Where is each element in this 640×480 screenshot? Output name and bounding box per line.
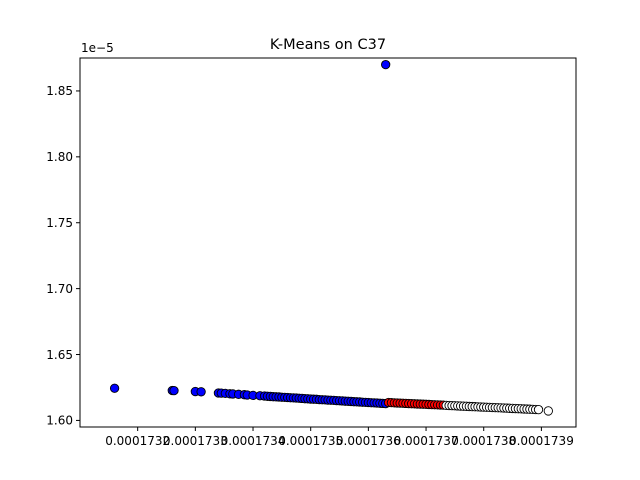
data-point xyxy=(381,59,391,70)
y-axis-ticks: 1.60 1.65 1.70 1.75 1.80 1.85 xyxy=(46,84,80,428)
x-tick-label: 0.0001737 xyxy=(394,434,459,448)
y-tick-label: 1.60 xyxy=(46,414,73,428)
y-tick-label: 1.75 xyxy=(46,216,73,230)
x-tick-label: 0.0001735 xyxy=(278,434,343,448)
x-tick-label: 0.0001738 xyxy=(451,434,516,448)
x-tick-label: 0.0001732 xyxy=(105,434,170,448)
x-axis-ticks: 0.00017320.00017330.00017340.00017350.00… xyxy=(105,427,574,448)
y-tick-label: 1.65 xyxy=(46,348,73,362)
data-point xyxy=(533,404,544,415)
x-tick-label: 0.0001733 xyxy=(163,434,228,448)
data-point xyxy=(543,406,553,416)
data-points xyxy=(109,59,553,416)
y-tick-label: 1.70 xyxy=(46,282,73,296)
y-offset-label: 1e−5 xyxy=(81,41,114,55)
data-point xyxy=(196,387,206,397)
x-tick-label: 0.0001734 xyxy=(221,434,286,448)
data-point xyxy=(109,383,120,393)
y-tick-label: 1.85 xyxy=(46,84,73,98)
data-point xyxy=(169,385,179,396)
plot-area-frame xyxy=(79,57,577,428)
y-tick-label: 1.80 xyxy=(46,150,73,164)
chart-title: K-Means on C37 xyxy=(270,37,386,53)
x-tick-label: 0.0001736 xyxy=(336,434,401,448)
x-tick-label: 0.0001739 xyxy=(509,434,574,448)
